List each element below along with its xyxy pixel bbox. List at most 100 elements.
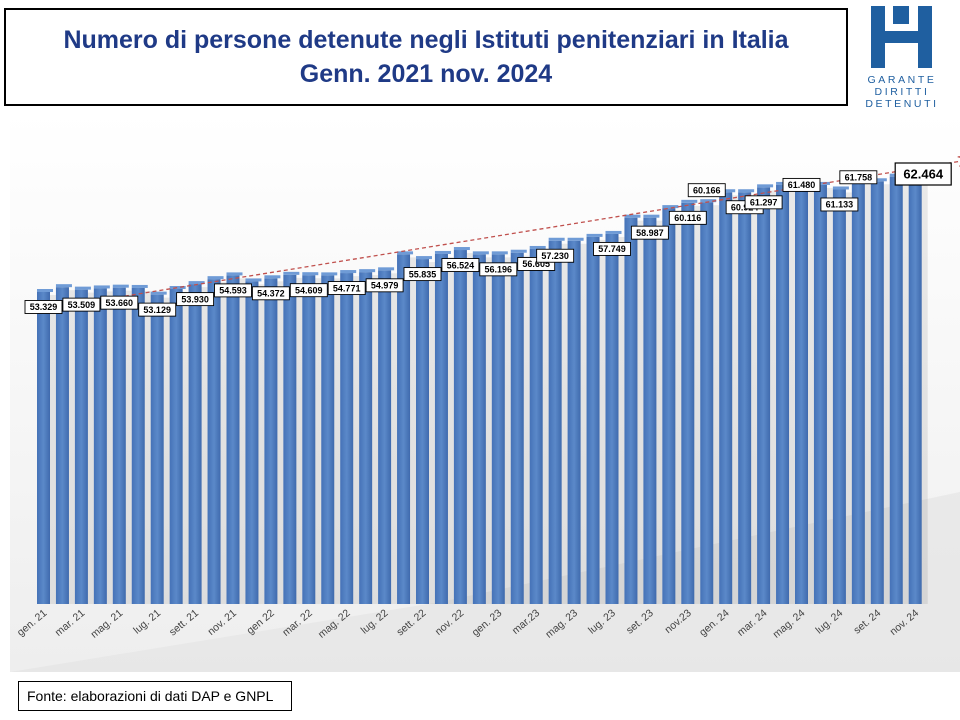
bar-nov. 22 <box>453 250 467 605</box>
logo-text-2: DIRITTI <box>875 86 930 98</box>
bar-top <box>567 237 584 241</box>
bar-dic. 23 <box>700 202 714 604</box>
svg-text:60.166: 60.166 <box>693 185 721 195</box>
bar-mag. 22 <box>340 273 354 604</box>
bar-apr. 23 <box>548 240 562 604</box>
garante-logo: GARANTE DIRITTI DETENUTI <box>861 2 942 110</box>
source-note: Fonte: elaborazioni di dati DAP e GNPL <box>18 681 292 711</box>
svg-text:56.605: 56.605 <box>522 259 550 269</box>
data-label: 53.129 <box>138 302 177 317</box>
bar-feb. 21 <box>55 287 69 604</box>
bar-dic. 21 <box>245 281 259 604</box>
bar-giu. 21 <box>131 287 145 604</box>
bar-top <box>624 214 641 218</box>
bar-top <box>131 284 148 288</box>
svg-text:56.524: 56.524 <box>447 260 475 270</box>
data-label: 61.758 <box>839 170 878 185</box>
svg-text:54.609: 54.609 <box>295 285 323 295</box>
bar-apr. 24 <box>776 184 790 604</box>
bar-feb. 23 <box>510 252 524 605</box>
bar-top <box>510 249 527 253</box>
data-label: 53.509 <box>62 297 101 312</box>
bar-giu. 24 <box>813 184 827 604</box>
data-label: 54.609 <box>289 283 328 298</box>
bar-top <box>55 284 72 288</box>
bar-mar. 24 <box>757 187 771 604</box>
svg-text:53.930: 53.930 <box>181 294 209 304</box>
data-label: 61.133 <box>820 197 859 212</box>
svg-text:53.509: 53.509 <box>68 300 96 310</box>
bar-top <box>378 267 395 271</box>
bar-set. 24 <box>870 181 884 604</box>
bar-ago. 22 <box>397 254 411 604</box>
data-label: 61.297 <box>744 195 783 210</box>
bar-top <box>529 245 546 249</box>
data-label: 56.524 <box>441 258 480 272</box>
bar-apr. 22 <box>321 275 335 604</box>
bar-ott. 21 <box>207 279 221 604</box>
bar-top <box>188 281 205 285</box>
svg-text:55.835: 55.835 <box>409 269 437 279</box>
bar-feb. 22 <box>283 274 297 604</box>
bar-ott. 22 <box>434 253 448 604</box>
bar-top <box>757 184 774 188</box>
bar-ago. 23 <box>624 217 638 604</box>
bar-dic. 22 <box>472 254 486 604</box>
bar-top <box>416 256 432 260</box>
bar-top <box>112 284 129 288</box>
bar-top <box>548 237 565 241</box>
bar-top <box>302 272 319 276</box>
bar-nov. 21 <box>226 275 240 604</box>
svg-text:56.196: 56.196 <box>485 265 513 275</box>
svg-text:61.133: 61.133 <box>826 200 854 210</box>
trendline <box>34 160 960 312</box>
bar-top <box>74 286 91 290</box>
data-label: 53.660 <box>100 295 139 310</box>
bar-top <box>586 233 603 237</box>
floor-shadow <box>10 492 960 672</box>
bar-nov. 24 <box>908 172 922 604</box>
data-label: 62.464 <box>894 162 952 186</box>
data-label: 54.372 <box>251 286 290 301</box>
bar-mag. 23 <box>567 240 581 604</box>
bar-top <box>150 291 167 295</box>
data-label: 57.749 <box>593 241 631 256</box>
bar-top <box>813 181 830 185</box>
bar-lug. 24 <box>832 189 846 604</box>
bar-top <box>434 250 451 254</box>
svg-text:61.480: 61.480 <box>788 180 816 190</box>
bar-gen. 21 <box>37 292 50 604</box>
svg-text:57.749: 57.749 <box>598 244 626 254</box>
bar-top <box>491 251 508 255</box>
chart-title: Numero di persone detenute negli Istitut… <box>63 26 789 54</box>
svg-text:54.979: 54.979 <box>371 281 399 291</box>
bar-ott. 24 <box>889 176 903 604</box>
bar-lug. 22 <box>378 270 392 604</box>
data-label: 54.979 <box>365 278 404 293</box>
bar-top <box>605 230 622 234</box>
svg-text:61.758: 61.758 <box>845 173 873 183</box>
bar-mar. 22 <box>302 275 316 604</box>
bar-gen. 23 <box>491 254 505 604</box>
svg-text:58.987: 58.987 <box>636 228 664 238</box>
data-label: 57.230 <box>536 248 575 263</box>
data-label: 60.116 <box>668 210 707 225</box>
bar-top <box>283 271 300 275</box>
bar-top <box>738 189 755 193</box>
bar-feb. 24 <box>738 192 752 604</box>
bar-top <box>93 285 110 289</box>
bar-sett. 21 <box>188 284 202 604</box>
bar-lug. 21 <box>150 294 164 604</box>
bar-top <box>264 275 281 279</box>
bar-top <box>37 289 53 292</box>
bar-ago. 21 <box>169 289 183 604</box>
svg-text:54.372: 54.372 <box>257 289 285 299</box>
svg-text:54.771: 54.771 <box>333 283 361 293</box>
bar-sett. 22 <box>416 259 429 604</box>
bar-top <box>340 270 357 274</box>
bar-gen. 24 <box>719 192 733 604</box>
bar-chart: 53.329 53.509 53.660 53.129 53.930 54.593 54.3… <box>10 112 960 672</box>
bar-top <box>472 251 489 255</box>
bar-mag. 21 <box>112 287 126 604</box>
data-label: 53.329 <box>24 300 63 314</box>
